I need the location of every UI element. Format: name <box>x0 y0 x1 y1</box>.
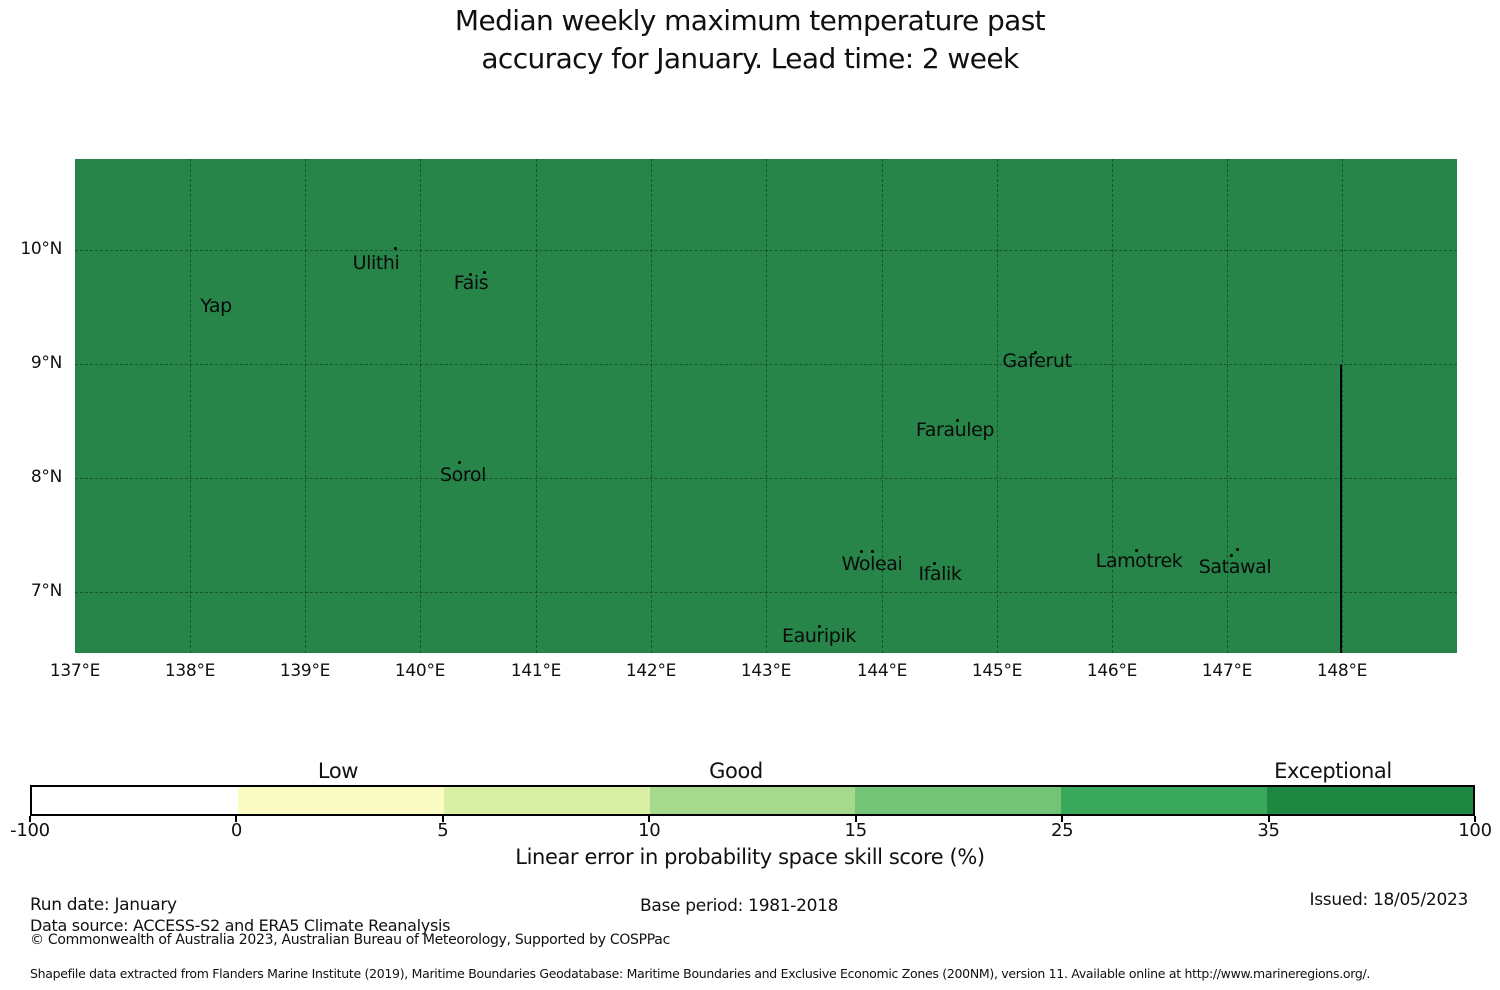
run-date-text: Run date: January <box>30 895 177 915</box>
lon-tick-label: 138°E <box>164 661 216 681</box>
colorbar-tick <box>441 816 444 822</box>
colorbar-tick-label: 0 <box>230 820 242 841</box>
island-dot <box>393 246 397 250</box>
island-dot <box>870 549 874 553</box>
island-dot <box>859 549 863 553</box>
lat-tick-label: 8°N <box>30 467 62 487</box>
island-label: Gaferut <box>1002 350 1072 372</box>
lon-gridline <box>1112 159 1113 653</box>
colorbar-tick <box>854 816 857 822</box>
colorbar-segment <box>855 787 1062 814</box>
colorbar-tick-label: -100 <box>10 820 50 841</box>
lon-tick-label: 147°E <box>1201 661 1253 681</box>
island-dot <box>1134 548 1138 552</box>
data-source-text: Data source: ACCESS-S2 and ERA5 Climate … <box>30 916 451 935</box>
colorbar-axis-label: Linear error in probability space skill … <box>515 845 985 869</box>
island-label: Fais <box>453 272 489 294</box>
lon-gridline <box>190 159 191 653</box>
colorbar-tick <box>235 816 238 822</box>
lon-gridline <box>651 159 652 653</box>
map-area <box>75 159 1457 653</box>
colorbar-tick-label: 10 <box>638 820 661 841</box>
issued-date-text: Issued: 18/05/2023 <box>1309 890 1469 910</box>
colorbar-segment <box>1061 787 1268 814</box>
eez-boundary-line <box>1340 365 1342 653</box>
island-dot <box>817 624 821 628</box>
lat-gridline <box>75 250 1457 251</box>
lat-tick-label: 10°N <box>20 239 62 259</box>
lon-gridline <box>420 159 421 653</box>
lon-tick-label: 142°E <box>625 661 677 681</box>
colorbar-segment <box>443 787 650 814</box>
colorbar-segment <box>32 787 238 814</box>
lon-tick-label: 146°E <box>1086 661 1138 681</box>
colorbar-tick-label: 15 <box>844 820 868 841</box>
colorbar-segment <box>1267 787 1474 814</box>
lon-tick-label: 139°E <box>279 661 331 681</box>
lat-tick-label: 9°N <box>30 353 62 373</box>
page-title: Median weekly maximum temperature past a… <box>0 2 1500 78</box>
colorbar-tick-label: 100 <box>1458 820 1492 841</box>
lon-tick-label: 140°E <box>394 661 446 681</box>
island-label: Satawal <box>1198 556 1272 578</box>
base-period-text: Base period: 1981-2018 <box>640 896 839 916</box>
lon-tick-label: 137°E <box>49 661 101 681</box>
title-line-2: accuracy for January. Lead time: 2 week <box>481 42 1019 75</box>
island-label: Ifalik <box>918 563 962 585</box>
colorbar-zone-label: Good <box>709 759 763 783</box>
island-label: Ulithi <box>352 252 400 274</box>
lon-gridline <box>1227 159 1228 653</box>
colorbar-tick <box>29 816 31 822</box>
island-dot <box>1229 553 1233 557</box>
lat-gridline <box>75 364 1457 365</box>
island-label: Yap <box>200 295 232 317</box>
lon-gridline <box>1342 159 1343 653</box>
lon-gridline <box>766 159 767 653</box>
island-dot <box>932 561 936 565</box>
island-label: Sorol <box>440 464 486 486</box>
lon-gridline <box>882 159 883 653</box>
island-label: Faraulep <box>915 419 995 441</box>
colorbar-tick-label: 5 <box>437 820 449 841</box>
copyright-text: © Commonwealth of Australia 2023, Austra… <box>30 932 670 948</box>
colorbar-tick-label: 35 <box>1257 820 1280 841</box>
lon-gridline <box>305 159 306 653</box>
lat-tick-label: 7°N <box>30 581 62 601</box>
shapefile-note-text: Shapefile data extracted from Flanders M… <box>30 966 1371 981</box>
colorbar-tick-label: 25 <box>1050 820 1074 841</box>
island-dot <box>468 272 472 276</box>
lon-tick-label: 141°E <box>510 661 562 681</box>
colorbar-tick <box>648 816 651 822</box>
lon-gridline <box>536 159 537 653</box>
lon-tick-label: 145°E <box>971 661 1023 681</box>
lat-gridline <box>75 478 1457 479</box>
colorbar-segment <box>649 787 856 814</box>
colorbar-segment <box>237 787 444 814</box>
island-label: Lamotrek <box>1095 550 1183 572</box>
island-dot <box>955 418 959 422</box>
colorbar-tick <box>1267 816 1270 822</box>
colorbar-zone-label: Exceptional <box>1274 759 1392 783</box>
colorbar-zone-label: Low <box>317 759 359 783</box>
colorbar <box>30 785 1475 816</box>
lon-tick-label: 143°E <box>740 661 792 681</box>
lon-gridline <box>997 159 998 653</box>
island-dot <box>1033 350 1037 354</box>
island-dot <box>457 460 461 464</box>
colorbar-tick <box>1474 816 1476 822</box>
island-dot <box>1235 547 1239 551</box>
lat-gridline <box>75 592 1457 593</box>
title-line-1: Median weekly maximum temperature past <box>454 4 1046 37</box>
colorbar-tick <box>1061 816 1064 822</box>
island-label: Eauripik <box>782 625 856 647</box>
lon-tick-label: 144°E <box>856 661 908 681</box>
island-dot <box>482 270 486 274</box>
lon-tick-label: 148°E <box>1316 661 1368 681</box>
island-label: Woleai <box>841 553 903 575</box>
